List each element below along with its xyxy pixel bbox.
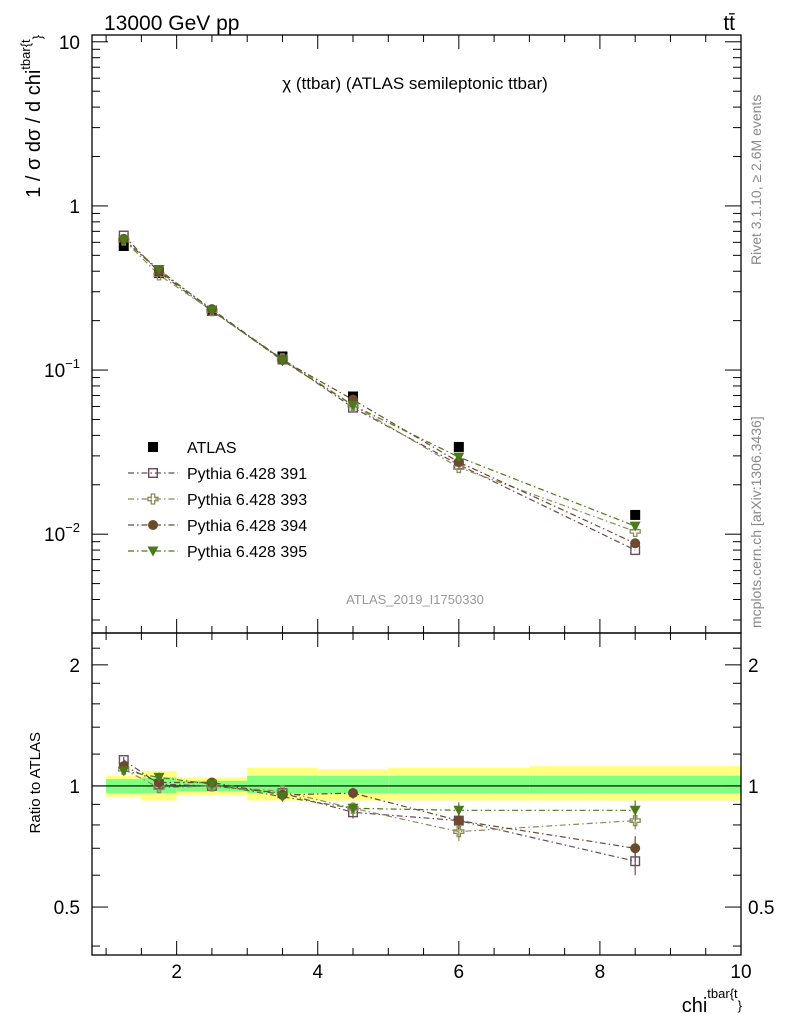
ratio-tick-label-right: 2	[748, 656, 759, 677]
x-tick-label: 2	[171, 962, 182, 983]
x-axis-title-sup: tbar{t	[707, 986, 738, 1001]
plot-title: χ (ttbar) (ATLAS semileptonic ttbar)	[282, 74, 548, 93]
x-tick-label: 8	[595, 962, 606, 983]
process-label: tt̄	[723, 12, 735, 35]
y-axis-title-main: 1 / σ dσ / d chi	[23, 70, 45, 198]
data-point	[453, 452, 465, 463]
legend-marker	[147, 468, 158, 479]
ratio-tick-label-right: 0.5	[748, 898, 774, 919]
y-tick-label: 10−2	[44, 520, 80, 546]
series-line-2	[123, 239, 636, 532]
y-tick-label-base: 10	[44, 361, 65, 382]
x-axis-title-sub: }	[738, 998, 743, 1013]
ratio-point	[453, 805, 465, 816]
data-point	[630, 509, 641, 520]
x-axis-title: chitbar{t}	[682, 986, 743, 1017]
analysis-id: ATLAS_2019_I1750330	[346, 592, 484, 607]
ratio-tick-label-left: 2	[69, 656, 80, 677]
legend-marker	[148, 520, 158, 530]
data-point	[453, 441, 464, 452]
energy-label: 13000 GeV pp	[104, 12, 239, 35]
data-point	[347, 400, 359, 411]
y-axis-title-sup: tbar{t	[18, 39, 33, 70]
legend-label: ATLAS	[187, 440, 237, 457]
y-axis-title: 1 / σ dσ / d chitbar{t}	[18, 34, 45, 197]
ratio-point	[153, 772, 165, 783]
legend-label: Pythia 6.428 394	[187, 518, 307, 535]
y-tick-label-base: 10	[59, 33, 80, 54]
ratio-point	[206, 779, 218, 790]
data-point	[276, 356, 288, 367]
y-tick-label: 10	[59, 33, 80, 54]
ratio-point	[453, 815, 464, 826]
ratio-point	[629, 805, 641, 816]
data-point	[630, 538, 641, 549]
y-tick-label-base: 10	[44, 525, 65, 546]
ratio-band-inner	[388, 775, 530, 794]
legend-label: Pythia 6.428 395	[187, 544, 307, 561]
y-tick-label-base: 1	[69, 197, 80, 218]
mcplots-label: mcplots.cern.ch [arXiv:1306.3436]	[748, 416, 764, 628]
ratio-tick-label-left: 1	[69, 777, 80, 798]
data-point	[629, 525, 641, 538]
legend-marker	[148, 442, 158, 452]
data-point	[118, 235, 130, 246]
ratio-frame	[91, 632, 742, 956]
ratio-point	[276, 792, 288, 803]
x-tick-label: 6	[454, 962, 465, 983]
data-point	[629, 521, 641, 532]
ratio-point	[630, 843, 641, 854]
ratio-point	[118, 766, 130, 777]
rivet-label: Rivet 3.1.10, ≥ 2.6M events	[748, 95, 764, 265]
legend-label: Pythia 6.428 391	[187, 466, 307, 483]
y-tick-label: 1	[69, 197, 80, 218]
legend-label: Pythia 6.428 393	[187, 492, 307, 509]
data-point	[118, 240, 129, 251]
ratio-band-inner	[317, 775, 389, 794]
ratio-axis-title: Ratio to ATLAS	[27, 732, 44, 833]
ratio-tick-label-right: 1	[748, 777, 759, 798]
x-tick-label: 10	[730, 962, 751, 983]
x-axis-title-main: chi	[682, 995, 708, 1017]
legend-marker	[147, 546, 159, 557]
y-tick-label: 10−1	[44, 356, 80, 382]
y-tick-label-exp: −2	[65, 520, 80, 535]
ratio-point	[630, 856, 641, 867]
ratio-point	[347, 803, 359, 814]
ratio-point	[453, 825, 465, 838]
ratio-tick-label-left: 0.5	[54, 898, 80, 919]
ratio-point	[348, 788, 359, 799]
x-tick-label: 4	[312, 962, 323, 983]
y-axis-title-sub: }	[30, 34, 45, 39]
series-line-4	[123, 239, 636, 527]
data-point	[153, 264, 165, 275]
ratio-band-inner	[247, 775, 318, 794]
ratio-point	[629, 814, 641, 827]
ratio-band-inner	[529, 775, 741, 794]
data-point	[206, 305, 218, 316]
y-tick-label-exp: −1	[65, 356, 80, 371]
legend-marker	[147, 493, 159, 505]
